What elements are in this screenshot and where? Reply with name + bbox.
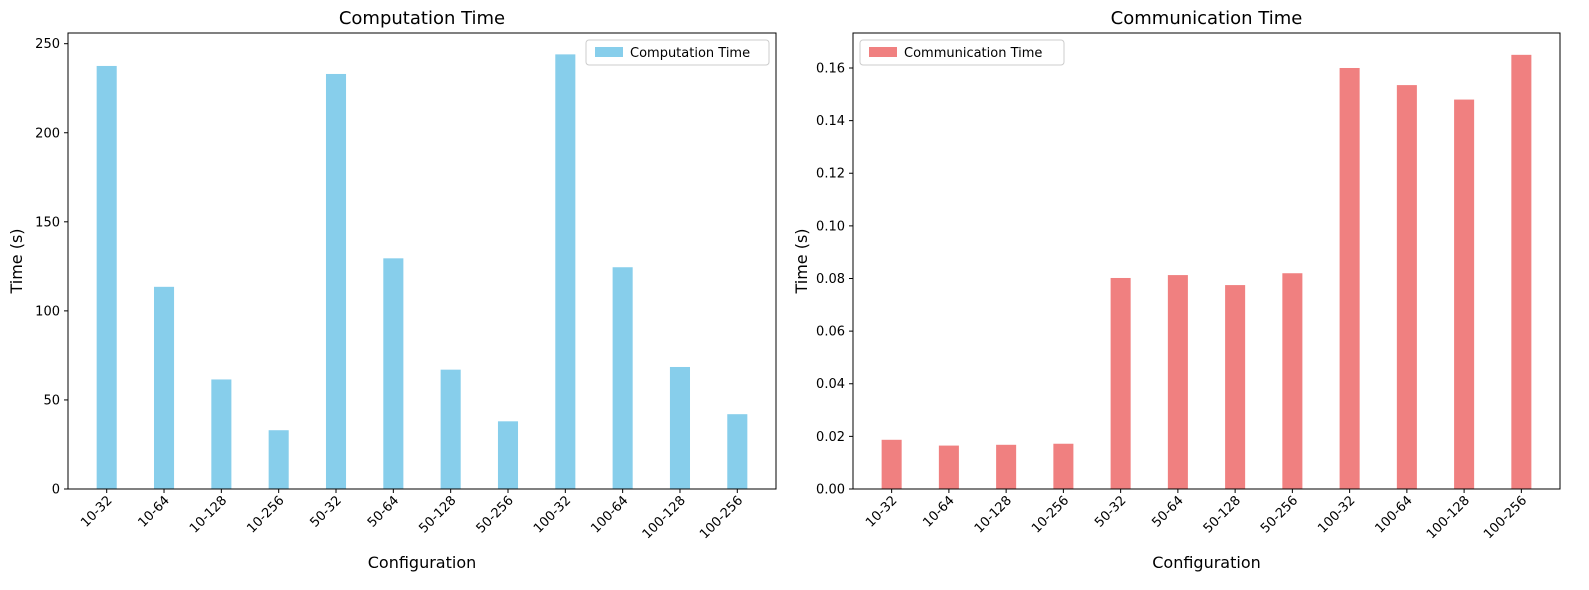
legend-swatch [869,47,897,57]
legend-label: Communication Time [904,46,1042,61]
bar-100-32 [1339,67,1360,489]
legend: Computation Time [585,39,770,66]
x-tick-label: 100-128 [1424,493,1473,542]
x-tick-label: 100-64 [1373,493,1416,536]
bar-50-32 [1110,277,1131,489]
x-tick-label: 100-64 [588,493,631,536]
bar-10-256 [268,430,289,489]
bar-100-256 [727,414,748,489]
x-tick-label: 100-256 [1481,493,1530,542]
x-tick-label: 10-128 [187,493,230,536]
bar-10-64 [938,445,959,489]
x-tick-label: 10-32 [78,493,115,530]
x-tick-label: 10-128 [972,493,1015,536]
bar-100-32 [555,54,576,489]
y-tick-label: 0 [52,483,60,498]
x-tick-label: 50-64 [365,493,402,530]
communication-time-chart: 0.00 0.02 0.04 0.06 0.08 0.10 0.12 0.14 0.16 10-3… [792,8,1561,572]
legend-box [585,39,770,66]
plot-frame [67,32,777,490]
x-tick-label: 50-64 [1149,493,1186,530]
x-tick-label: 50-32 [1092,493,1129,530]
y-tick-label: 0.08 [816,272,845,287]
bar-100-128 [669,366,691,489]
x-axis-label: Configuration [1152,553,1261,572]
bar-50-256 [1282,273,1303,489]
x-tick-label: 100-32 [531,493,574,536]
y-tick-label: 0.06 [816,325,845,340]
x-tick-label: 10-32 [863,493,900,530]
bar-50-64 [1167,275,1188,489]
bar-10-32 [881,439,902,489]
bar-10-128 [211,379,232,489]
bar-10-32 [96,65,117,489]
x-tick-label: 50-128 [1201,493,1244,536]
legend: Communication Time [859,39,1065,66]
bar-10-64 [153,286,175,489]
bar-100-256 [1511,54,1532,489]
x-axis-label: Configuration [368,553,477,572]
plot-frame [852,32,1561,490]
x-tick-label: 10-64 [920,493,957,530]
y-tick-label: 150 [35,215,60,230]
y-tick-label: 100 [35,304,60,319]
legend-label: Computation Time [630,46,750,61]
y-tick-label: 0.00 [816,483,845,498]
bar-100-128 [1454,99,1475,490]
x-tick-label: 10-64 [136,493,173,530]
y-tick-label: 200 [35,126,60,141]
x-tick-label: 10-256 [1029,493,1072,536]
x-tick-label: 50-256 [474,493,517,536]
x-tick-label: 100-128 [640,493,689,542]
bar-50-64 [383,258,404,489]
y-tick-label: 0.12 [816,167,845,182]
y-axis-label: Time (s) [7,228,26,294]
bar-50-32 [325,73,347,489]
y-tick-label: 50 [43,393,60,408]
y-axis-label: Time (s) [792,228,811,294]
y-tick-label: 0.16 [816,61,845,76]
legend-box [859,39,1065,66]
chart-title: Communication Time [1111,8,1303,29]
y-tick-label: 0.04 [816,377,845,392]
y-tick-label: 0.14 [816,114,845,129]
x-tick-label: 10-256 [244,493,287,536]
y-tick-label: 0.02 [816,430,845,445]
x-tick-label: 100-256 [697,493,746,542]
x-tick-label: 100-32 [1315,493,1358,536]
bar-10-128 [996,444,1017,489]
x-tick-label: 50-128 [416,493,459,536]
y-tick-label: 0.10 [816,219,845,234]
bar-100-64 [612,267,633,489]
bar-50-128 [1225,285,1246,489]
legend-swatch [595,47,623,57]
x-tick-label: 50-256 [1258,493,1301,536]
y-tick-label: 250 [35,37,60,52]
chart-title: Computation Time [339,8,505,29]
bar-50-128 [440,369,461,489]
bar-100-64 [1396,85,1417,490]
computation-time-chart: 0 50 100 150 200 250 10-32 10-64 10-128 10-256 50-… [7,8,777,572]
bar-50-256 [497,421,519,489]
bar-10-256 [1053,443,1074,489]
x-tick-label: 50-32 [308,493,345,530]
